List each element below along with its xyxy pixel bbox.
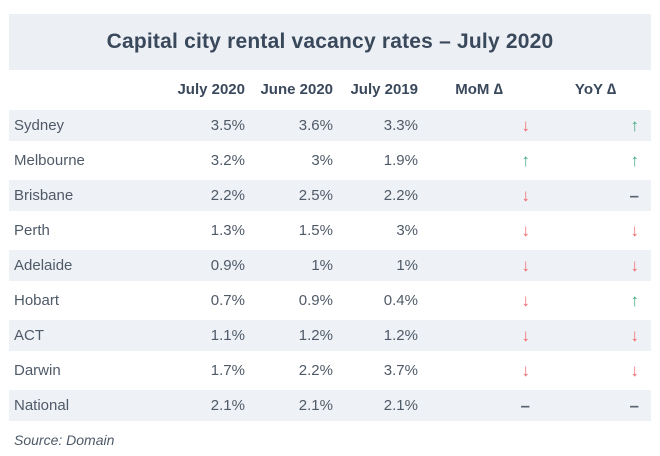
- vacancy-table-body: Sydney 3.5% 3.6% 3.3% ↓ ↑ Melbourne 3.2%…: [9, 108, 651, 423]
- mom-delta-cell: ↓: [418, 353, 540, 388]
- city-cell: Perth: [9, 213, 159, 248]
- yoy-delta-cell: ↓: [540, 353, 651, 388]
- july-2020-cell: 2.2%: [159, 178, 245, 213]
- source-note: Source: Domain: [14, 432, 115, 448]
- mom-delta-cell: ↓: [418, 318, 540, 353]
- up-arrow-icon: ↑: [630, 115, 640, 135]
- up-arrow-icon: ↑: [630, 290, 640, 310]
- down-arrow-icon: ↓: [521, 115, 531, 135]
- july-2019-cell: 2.2%: [333, 178, 418, 213]
- col-june-2020: June 2020: [260, 80, 333, 98]
- yoy-delta-cell: ↓: [540, 213, 651, 248]
- table-row: Darwin 1.7% 2.2% 3.7% ↓ ↓: [9, 353, 651, 388]
- city-cell: ACT: [9, 318, 159, 353]
- july-2019-cell: 2.1%: [333, 388, 418, 423]
- table-row: Hobart 0.7% 0.9% 0.4% ↓ ↑: [9, 283, 651, 318]
- yoy-delta-cell: ↑: [540, 143, 651, 178]
- vacancy-table: July 2020 June 2020 July 2019 MoM ∆ YoY …: [9, 70, 651, 423]
- down-arrow-icon: ↓: [521, 220, 531, 240]
- mom-delta-cell: –: [418, 388, 540, 423]
- down-arrow-icon: ↓: [630, 255, 640, 275]
- col-july-2019: July 2019: [350, 80, 418, 98]
- table-row: National 2.1% 2.1% 2.1% – –: [9, 388, 651, 423]
- down-arrow-icon: ↓: [521, 325, 531, 345]
- june-2020-cell: 1%: [245, 248, 333, 283]
- up-arrow-icon: ↑: [630, 150, 640, 170]
- col-july-2020: July 2020: [177, 80, 245, 98]
- july-2020-cell: 1.1%: [159, 318, 245, 353]
- mom-delta-cell: ↑: [418, 143, 540, 178]
- yoy-delta-cell: –: [540, 388, 651, 423]
- city-cell: Melbourne: [9, 143, 159, 178]
- down-arrow-icon: ↓: [630, 325, 640, 345]
- june-2020-cell: 1.2%: [245, 318, 333, 353]
- june-2020-cell: 3.6%: [245, 108, 333, 143]
- mom-delta-cell: ↓: [418, 178, 540, 213]
- yoy-delta-cell: ↑: [540, 283, 651, 318]
- flat-dash-icon: –: [520, 395, 530, 415]
- city-cell: Darwin: [9, 353, 159, 388]
- july-2019-cell: 0.4%: [333, 283, 418, 318]
- july-2019-cell: 3.7%: [333, 353, 418, 388]
- july-2020-cell: 2.1%: [159, 388, 245, 423]
- june-2020-cell: 3%: [245, 143, 333, 178]
- col-mom-delta: MoM ∆: [455, 80, 503, 98]
- july-2019-cell: 1.9%: [333, 143, 418, 178]
- table-row: Adelaide 0.9% 1% 1% ↓ ↓: [9, 248, 651, 283]
- july-2019-cell: 1%: [333, 248, 418, 283]
- june-2020-cell: 2.1%: [245, 388, 333, 423]
- col-yoy-delta: YoY ∆: [574, 80, 617, 98]
- table-row: Melbourne 3.2% 3% 1.9% ↑ ↑: [9, 143, 651, 178]
- down-arrow-icon: ↓: [521, 255, 531, 275]
- col-city: [9, 70, 159, 108]
- mom-delta-cell: ↓: [418, 283, 540, 318]
- table-row: Brisbane 2.2% 2.5% 2.2% ↓ –: [9, 178, 651, 213]
- page-title: Capital city rental vacancy rates – July…: [9, 14, 651, 70]
- july-2019-cell: 3%: [333, 213, 418, 248]
- mom-delta-cell: ↓: [418, 108, 540, 143]
- mom-delta-cell: ↓: [418, 213, 540, 248]
- down-arrow-icon: ↓: [521, 185, 531, 205]
- mom-delta-cell: ↓: [418, 248, 540, 283]
- july-2020-cell: 3.2%: [159, 143, 245, 178]
- july-2020-cell: 0.7%: [159, 283, 245, 318]
- city-cell: National: [9, 388, 159, 423]
- city-cell: Sydney: [9, 108, 159, 143]
- july-2020-cell: 0.9%: [159, 248, 245, 283]
- flat-dash-icon: –: [629, 395, 639, 415]
- city-cell: Adelaide: [9, 248, 159, 283]
- header-row: July 2020 June 2020 July 2019 MoM ∆ YoY …: [9, 70, 651, 108]
- flat-dash-icon: –: [629, 185, 639, 205]
- yoy-delta-cell: ↓: [540, 318, 651, 353]
- table-row: Perth 1.3% 1.5% 3% ↓ ↓: [9, 213, 651, 248]
- june-2020-cell: 0.9%: [245, 283, 333, 318]
- yoy-delta-cell: ↑: [540, 108, 651, 143]
- july-2019-cell: 3.3%: [333, 108, 418, 143]
- yoy-delta-cell: –: [540, 178, 651, 213]
- yoy-delta-cell: ↓: [540, 248, 651, 283]
- down-arrow-icon: ↓: [521, 290, 531, 310]
- down-arrow-icon: ↓: [630, 360, 640, 380]
- city-cell: Brisbane: [9, 178, 159, 213]
- july-2020-cell: 1.3%: [159, 213, 245, 248]
- june-2020-cell: 2.2%: [245, 353, 333, 388]
- down-arrow-icon: ↓: [521, 360, 531, 380]
- table-row: ACT 1.1% 1.2% 1.2% ↓ ↓: [9, 318, 651, 353]
- down-arrow-icon: ↓: [630, 220, 640, 240]
- july-2020-cell: 3.5%: [159, 108, 245, 143]
- city-cell: Hobart: [9, 283, 159, 318]
- june-2020-cell: 2.5%: [245, 178, 333, 213]
- july-2020-cell: 1.7%: [159, 353, 245, 388]
- up-arrow-icon: ↑: [521, 150, 531, 170]
- july-2019-cell: 1.2%: [333, 318, 418, 353]
- june-2020-cell: 1.5%: [245, 213, 333, 248]
- table-row: Sydney 3.5% 3.6% 3.3% ↓ ↑: [9, 108, 651, 143]
